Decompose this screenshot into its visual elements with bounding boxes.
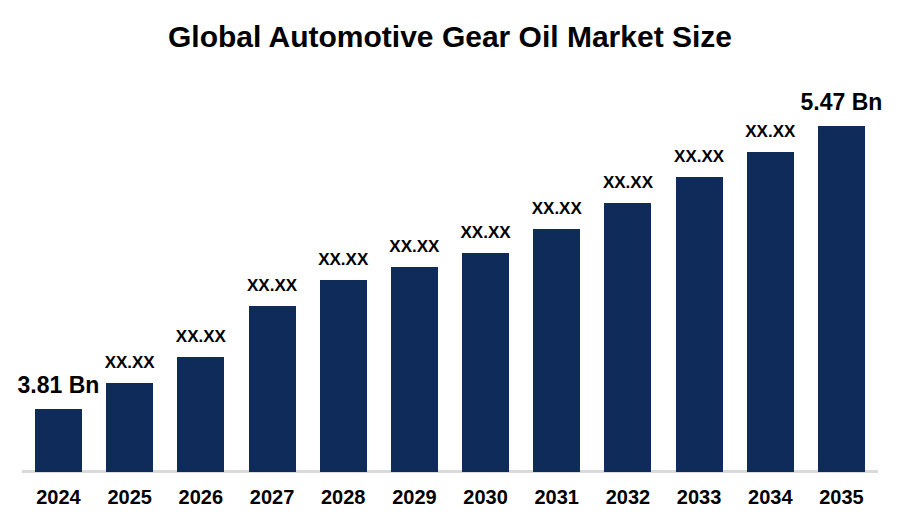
bar-2027 [249, 306, 296, 472]
bar-2034 [747, 152, 794, 472]
chart-canvas: Global Automotive Gear Oil Market Size 3… [0, 0, 900, 525]
bar-2032 [604, 203, 651, 472]
value-label-2035: 5.47 Bn [766, 91, 900, 114]
bar-2026 [177, 357, 224, 472]
bar-2033 [676, 177, 723, 472]
bar-2024 [35, 409, 82, 472]
plot-area: 3.81 Bn2024XX.XX2025XX.XX2026XX.XX2027XX… [0, 0, 900, 525]
bar-2031 [533, 229, 580, 472]
bar-2028 [320, 280, 367, 472]
bar-2035 [818, 126, 865, 472]
bar-2030 [462, 253, 509, 472]
bar-2029 [391, 267, 438, 472]
bar-2025 [106, 383, 153, 472]
x-tick-2035: 2035 [766, 487, 900, 507]
